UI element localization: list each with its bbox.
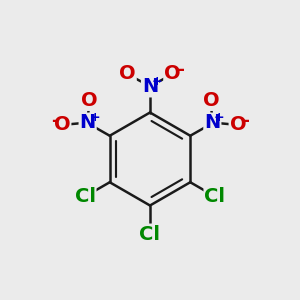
Text: N: N bbox=[80, 113, 96, 133]
Text: O: O bbox=[81, 91, 98, 110]
Text: O: O bbox=[119, 64, 136, 83]
Text: -: - bbox=[177, 61, 184, 79]
Text: -: - bbox=[242, 112, 249, 130]
Text: Cl: Cl bbox=[205, 187, 226, 206]
Text: Cl: Cl bbox=[140, 224, 160, 244]
Text: N: N bbox=[142, 77, 158, 97]
Text: -: - bbox=[51, 112, 58, 130]
Text: O: O bbox=[54, 115, 70, 134]
Text: +: + bbox=[152, 75, 162, 88]
Text: N: N bbox=[204, 113, 220, 133]
Text: O: O bbox=[202, 91, 219, 110]
Text: O: O bbox=[164, 64, 181, 83]
Text: +: + bbox=[89, 111, 100, 124]
Text: Cl: Cl bbox=[74, 187, 95, 206]
Text: +: + bbox=[214, 111, 225, 124]
Text: O: O bbox=[230, 115, 246, 134]
